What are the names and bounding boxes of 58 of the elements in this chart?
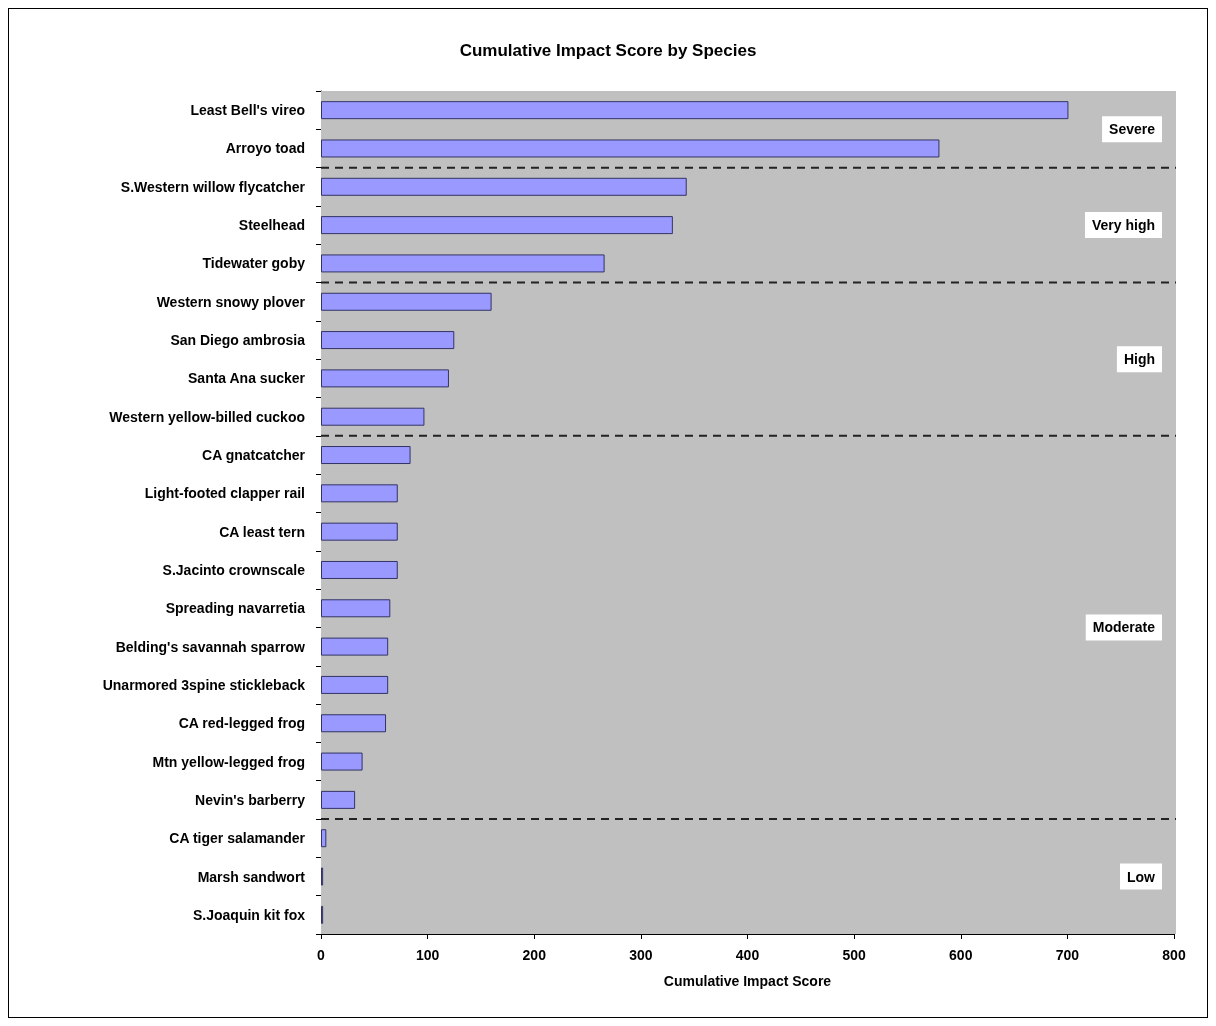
y-tick-label: Arroyo toad (225, 140, 305, 157)
x-tick-label: 600 (949, 947, 973, 963)
y-tick-label: CA red-legged frog (178, 715, 305, 732)
x-tick-label: 0 (317, 947, 326, 963)
bar (321, 560, 398, 579)
bar (321, 790, 356, 809)
bar (321, 369, 449, 388)
band-label: Severe (1109, 121, 1156, 138)
y-tick-label: Spreading navarretia (165, 600, 306, 617)
y-tick-label: Nevin's barberry (195, 791, 306, 808)
x-tick-label: 400 (735, 947, 760, 963)
bar (321, 446, 411, 465)
x-tick-label: 100 (415, 947, 440, 963)
bar (321, 637, 389, 656)
band-label: Very high (1091, 217, 1155, 234)
y-tick-label: Light-footed clapper rail (144, 485, 305, 502)
bar (321, 522, 398, 541)
bar (321, 484, 398, 503)
x-tick-label: 300 (629, 947, 653, 963)
bar (321, 331, 455, 350)
y-tick-label: Unarmored 3spine stickleback (102, 676, 306, 693)
x-tick-label: 700 (1055, 947, 1080, 963)
y-tick-label: Mtn yellow-legged frog (152, 753, 305, 770)
y-tick-label: CA tiger salamander (169, 830, 306, 847)
y-tick-label: CA gnatcatcher (202, 447, 306, 464)
y-tick-label: Least Bell's vireo (190, 102, 305, 119)
bar (321, 675, 389, 694)
y-tick-label: S.Jacinto crownscale (162, 561, 306, 578)
bar (321, 829, 327, 848)
x-axis-title: Cumulative Impact Score (663, 973, 832, 989)
bar (321, 599, 391, 618)
y-tick-label: Steelhead (238, 217, 305, 234)
bar (321, 139, 940, 158)
y-tick-label: S.Western willow flycatcher (120, 178, 306, 195)
x-tick-label: 500 (842, 947, 867, 963)
x-tick-label: 200 (522, 947, 547, 963)
bar (321, 292, 492, 311)
y-tick-label: Western yellow-billed cuckoo (109, 408, 305, 425)
y-tick-label: Marsh sandwort (197, 868, 306, 885)
y-tick-label: Tidewater goby (202, 255, 306, 272)
y-tick-label: Western snowy plover (156, 293, 306, 310)
bar (321, 407, 425, 426)
band-label: Moderate (1092, 619, 1156, 636)
bar (321, 177, 687, 196)
bar (321, 254, 605, 273)
bar (321, 101, 1069, 120)
chart-title: Cumulative Impact Score by Species (459, 41, 757, 60)
y-tick-label: Santa Ana sucker (188, 370, 306, 387)
y-tick-label: Belding's savannah sparrow (115, 638, 306, 655)
band-label: Low (1127, 868, 1156, 885)
band-label: High (1123, 351, 1155, 368)
y-tick-label: CA least tern (219, 523, 305, 540)
y-tick-label: San Diego ambrosia (170, 332, 306, 349)
x-tick-label: 800 (1162, 947, 1186, 963)
bar (321, 752, 363, 771)
bar (321, 216, 673, 235)
bar (321, 714, 387, 733)
y-tick-label: S.Joaquin kit fox (192, 906, 306, 923)
